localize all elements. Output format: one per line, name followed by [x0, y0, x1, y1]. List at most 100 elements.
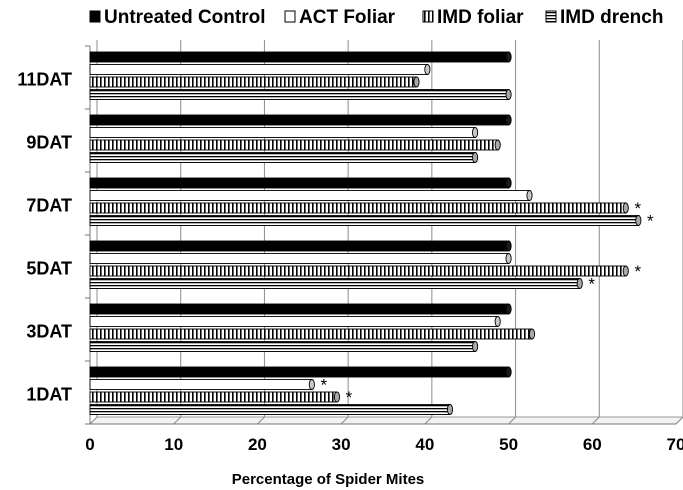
legend: Untreated Control ACT Foliar IMD foliar …: [89, 7, 663, 28]
bar-imd-drench-1dat: [89, 404, 454, 415]
bar-end-cap: [472, 127, 479, 138]
category-label-11dat: 11DAT: [17, 70, 72, 90]
bar-end-cap: [505, 89, 512, 100]
bar-end-cap: [505, 51, 512, 63]
y-axis: [85, 45, 676, 425]
legend-item-imd-drench: IMD drench: [545, 7, 663, 28]
bar-untreated-control-11dat: [89, 51, 512, 63]
bar-body: [89, 64, 428, 75]
bar-body: [89, 341, 476, 352]
x-tick-label-70: 70: [667, 435, 683, 454]
bar-act-foliar-5dat: [89, 253, 512, 264]
bar-body: [89, 240, 510, 252]
bar-act-foliar-9dat: [89, 127, 479, 138]
significance-star-imd-foliar-7dat: *: [634, 199, 641, 218]
legend-label-untreated-control: Untreated Control: [104, 7, 266, 28]
significance-star-imd-drench-5dat: *: [588, 275, 595, 294]
legend-swatch-untreated-control: [89, 10, 101, 23]
legend-item-imd-foliar: IMD foliar: [422, 7, 524, 28]
significance-star-act-foliar-1dat: *: [321, 376, 328, 395]
floor-line-60: [591, 416, 600, 425]
bar-imd-drench-11dat: [89, 89, 512, 100]
x-tick-label-0: 0: [85, 435, 94, 454]
category-labels: 1DAT 3DAT 5DAT 7DAT 9DAT 11DAT: [17, 70, 72, 405]
bar-imd-foliar-1dat: [89, 391, 341, 403]
bar-end-cap: [622, 265, 629, 277]
bar-act-foliar-11dat: [89, 64, 431, 75]
bar-body: [89, 202, 627, 214]
bar-body: [89, 391, 338, 403]
bar-end-cap: [494, 316, 501, 327]
bar-imd-drench-5dat: [89, 278, 583, 289]
bar-body: [89, 139, 499, 151]
bar-act-foliar-7dat: [89, 190, 533, 201]
bar-imd-foliar-7dat: [89, 202, 629, 214]
bar-body: [89, 303, 510, 315]
bar-body: [89, 328, 533, 340]
bar-end-cap: [505, 177, 512, 189]
x-tick-label-20: 20: [248, 435, 267, 454]
legend-label-imd-drench: IMD drench: [560, 7, 663, 28]
bar-body: [89, 51, 510, 63]
floor-line-10: [173, 416, 182, 425]
bar-imd-foliar-5dat: [89, 265, 629, 277]
bar-body: [89, 127, 476, 138]
legend-swatch-imd-foliar: [422, 10, 434, 23]
bar-imd-foliar-11dat: [89, 76, 420, 88]
bar-imd-foliar-3dat: [89, 328, 536, 340]
bar-end-cap: [505, 240, 512, 252]
legend-label-act-foliar: ACT Foliar: [299, 7, 396, 28]
bar-body: [89, 278, 581, 289]
bar-end-cap: [413, 76, 420, 88]
gridlines: [89, 40, 683, 425]
x-tick-labels: 0 10 20 30 40 50 60 70: [85, 435, 683, 454]
category-label-7dat: 7DAT: [26, 196, 72, 216]
bar-end-cap: [505, 114, 512, 126]
bar-end-cap: [472, 341, 479, 352]
bar-end-cap: [505, 253, 512, 264]
x-tick-label-60: 60: [583, 435, 602, 454]
category-label-9dat: 9DAT: [26, 133, 72, 153]
bar-end-cap: [333, 391, 341, 403]
bar-untreated-control-1dat: [89, 366, 512, 378]
x-axis-title: Percentage of Spider Mites: [232, 471, 425, 488]
bar-body: [89, 366, 510, 378]
legend-item-act-foliar: ACT Foliar: [284, 7, 396, 28]
legend-swatch-act-foliar: [284, 10, 296, 23]
significance-star-imd-drench-7dat: *: [647, 212, 654, 231]
bar-untreated-control-5dat: [89, 240, 512, 252]
x-tick-label-40: 40: [415, 435, 434, 454]
bar-body: [89, 379, 313, 390]
bar-imd-drench-7dat: [89, 215, 642, 226]
bar-end-cap: [505, 303, 512, 315]
bar-untreated-control-9dat: [89, 114, 512, 126]
bar-body: [89, 76, 417, 88]
legend-item-untreated-control: Untreated Control: [89, 7, 266, 28]
bar-end-cap: [494, 139, 501, 151]
bar-body: [89, 177, 510, 189]
bar-end-cap: [424, 64, 431, 75]
bar-imd-drench-9dat: [89, 152, 479, 163]
category-label-3dat: 3DAT: [26, 322, 72, 342]
bar-body: [89, 316, 499, 327]
bar-end-cap: [446, 404, 454, 415]
category-label-1dat: 1DAT: [26, 385, 72, 405]
bar-body: [89, 404, 451, 415]
bar-end-cap: [472, 152, 479, 163]
bar-body: [89, 265, 627, 277]
legend-swatch-imd-drench: [545, 10, 557, 23]
floor-line-70: [675, 416, 683, 425]
floor-line-40: [424, 416, 433, 425]
bar-end-cap: [526, 190, 533, 201]
bar-end-cap: [622, 202, 629, 214]
bar-act-foliar-3dat: [89, 316, 501, 327]
bar-end-cap: [308, 379, 315, 390]
floor-line-20: [257, 416, 265, 425]
x-tick-label-30: 30: [332, 435, 351, 454]
bar-body: [89, 152, 476, 163]
legend-label-imd-foliar: IMD foliar: [437, 7, 524, 28]
bar-imd-drench-3dat: [89, 341, 479, 352]
bar-body: [89, 215, 639, 226]
bar-body: [89, 114, 510, 126]
